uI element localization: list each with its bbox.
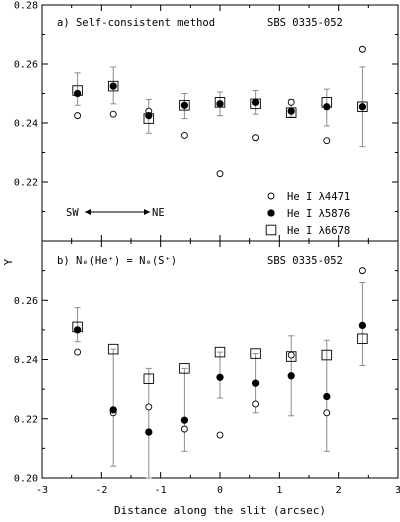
point-open-circle: [287, 351, 295, 359]
point-open-square: [250, 98, 261, 110]
point-open-circle: [180, 131, 188, 139]
panel-b-y-tick-label: 0.22: [14, 414, 38, 425]
point-open-square: [321, 349, 333, 361]
point-open-square: [107, 343, 119, 355]
point-open-circle: [358, 267, 366, 275]
point-open-square: [250, 348, 261, 359]
x-tick-label: -1: [155, 485, 167, 496]
point-filled-circle: [251, 379, 260, 387]
point-open-circle: [252, 400, 260, 408]
panel-a-y-tick-label: 0.26: [14, 60, 38, 71]
legend-label: He I λ5876: [287, 208, 350, 220]
point-open-circle: [109, 110, 117, 118]
x-tick-label: -3: [36, 485, 48, 496]
point-open-square: [72, 85, 83, 96]
x-tick-label: 3: [395, 485, 400, 496]
point-open-circle: [74, 348, 82, 356]
legend-marker-open-circle: [267, 192, 275, 200]
point-open-circle: [323, 137, 331, 145]
point-open-square: [179, 100, 190, 111]
point-filled-circle: [145, 428, 153, 436]
point-filled-circle: [109, 82, 117, 90]
point-open-circle: [358, 45, 366, 53]
point-filled-circle: [323, 392, 331, 401]
x-tick-label: 1: [276, 485, 282, 496]
point-open-square: [285, 107, 297, 118]
panel-b-title: b) Nₑ(He⁺) = Nₑ(S⁺): [57, 255, 177, 267]
panel-a-frame: [41, 4, 399, 242]
direction-left-label: SW: [66, 207, 79, 219]
legend-label: He I λ6678: [287, 225, 350, 237]
direction-arrow-head-left: [85, 209, 91, 215]
point-open-circle: [287, 98, 295, 106]
panel-a: a) Self-consistent method SBS 0335-052 S…: [14, 1, 399, 242]
point-filled-circle: [216, 100, 224, 108]
direction-arrow-head-right: [144, 209, 150, 215]
point-filled-circle: [109, 406, 117, 414]
point-filled-circle: [180, 101, 189, 109]
point-open-square: [107, 80, 119, 92]
point-open-square: [285, 351, 297, 362]
point-open-square: [357, 333, 368, 345]
direction-right-label: NE: [152, 207, 165, 219]
point-open-square: [143, 373, 155, 385]
x-tick-label: 2: [336, 485, 342, 496]
panel-b-y-tick-label: 0.20: [14, 474, 38, 485]
legend-marker-filled-circle: [267, 209, 275, 217]
legend-label: He I λ4471: [287, 191, 350, 203]
point-open-circle: [74, 112, 82, 120]
panel-b-object-label: SBS 0335-052: [267, 255, 343, 267]
panel-a-y-tick-label: 0.24: [14, 119, 38, 130]
point-filled-circle: [358, 321, 367, 330]
point-open-circle: [216, 170, 224, 178]
x-tick-label: 0: [217, 485, 223, 496]
x-tick-label: -2: [95, 485, 107, 496]
panel-a-object-label: SBS 0335-052: [267, 17, 343, 29]
panel-b: b) Nₑ(He⁺) = Nₑ(S⁺) SBS 0335-052 -3 -2 -1 0…: [14, 240, 400, 496]
panel-b-y-tick-label: 0.24: [14, 355, 38, 366]
point-open-square: [72, 321, 83, 333]
point-open-square: [357, 101, 368, 113]
point-open-circle: [145, 403, 153, 411]
legend-marker-open-square: [265, 224, 277, 236]
point-filled-circle: [287, 372, 295, 380]
legend: He I λ4471 He I λ5876 He I λ6678: [265, 191, 350, 237]
point-open-square: [143, 113, 155, 124]
point-open-circle: [216, 431, 224, 439]
point-open-square: [321, 97, 333, 108]
point-open-circle: [252, 134, 260, 142]
panel-a-y-tick-label: 0.28: [14, 1, 38, 12]
point-filled-circle: [251, 98, 260, 107]
point-filled-circle: [216, 373, 224, 381]
point-open-square: [179, 363, 190, 374]
panel-a-y-tick-label: 0.22: [14, 178, 38, 189]
point-filled-circle: [180, 416, 189, 424]
panel-b-y-tick-label: 0.26: [14, 296, 38, 307]
point-filled-circle: [287, 107, 295, 115]
point-open-circle: [323, 409, 331, 417]
y-axis-title: Y: [2, 258, 15, 265]
x-axis-title: Distance along the slit (arcsec): [114, 504, 326, 517]
point-open-square: [214, 346, 226, 358]
panel-a-title: a) Self-consistent method: [57, 17, 215, 29]
point-filled-circle: [358, 103, 367, 111]
point-open-circle: [180, 425, 188, 433]
point-open-square: [214, 97, 226, 108]
